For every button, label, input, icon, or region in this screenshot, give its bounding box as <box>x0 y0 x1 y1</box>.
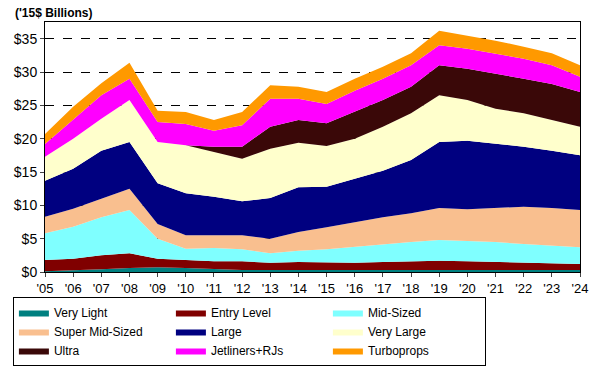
svg-text:'18: '18 <box>403 281 420 296</box>
svg-text:'08: '08 <box>121 281 138 296</box>
svg-text:'11: '11 <box>206 281 222 296</box>
svg-text:'17: '17 <box>374 281 391 296</box>
svg-text:'20: '20 <box>459 281 476 296</box>
svg-text:'05: '05 <box>37 281 54 296</box>
svg-text:$30: $30 <box>14 64 38 80</box>
svg-text:Turboprops: Turboprops <box>368 344 429 358</box>
svg-text:'12: '12 <box>234 281 251 296</box>
svg-text:$35: $35 <box>14 31 38 47</box>
svg-text:'16: '16 <box>346 281 363 296</box>
svg-text:'07: '07 <box>93 281 110 296</box>
svg-text:'21: '21 <box>487 281 504 296</box>
svg-text:Super Mid-Sized: Super Mid-Sized <box>54 325 143 339</box>
svg-text:'23: '23 <box>543 281 560 296</box>
svg-text:'19: '19 <box>431 281 448 296</box>
svg-text:'15: '15 <box>318 281 335 296</box>
svg-text:'14: '14 <box>290 281 307 296</box>
svg-text:'22: '22 <box>515 281 532 296</box>
svg-text:'10: '10 <box>177 281 194 296</box>
svg-text:Mid-Sized: Mid-Sized <box>368 306 421 320</box>
svg-text:'13: '13 <box>262 281 279 296</box>
svg-text:Very Light: Very Light <box>54 306 108 320</box>
svg-text:$15: $15 <box>14 164 38 180</box>
svg-text:Ultra: Ultra <box>54 344 80 358</box>
svg-text:$10: $10 <box>14 197 38 213</box>
svg-text:$20: $20 <box>14 131 38 147</box>
svg-text:'06: '06 <box>65 281 82 296</box>
svg-text:$5: $5 <box>22 231 38 247</box>
svg-text:Large: Large <box>211 325 242 339</box>
svg-text:Jetliners+RJs: Jetliners+RJs <box>211 344 283 358</box>
svg-text:'09: '09 <box>149 281 166 296</box>
svg-text:$0: $0 <box>22 264 38 280</box>
svg-text:Very Large: Very Large <box>368 325 426 339</box>
svg-text:('15$ Billions): ('15$ Billions) <box>15 6 93 20</box>
svg-text:'24: '24 <box>572 281 589 296</box>
svg-text:$25: $25 <box>14 97 38 113</box>
svg-text:Entry Level: Entry Level <box>211 306 271 320</box>
